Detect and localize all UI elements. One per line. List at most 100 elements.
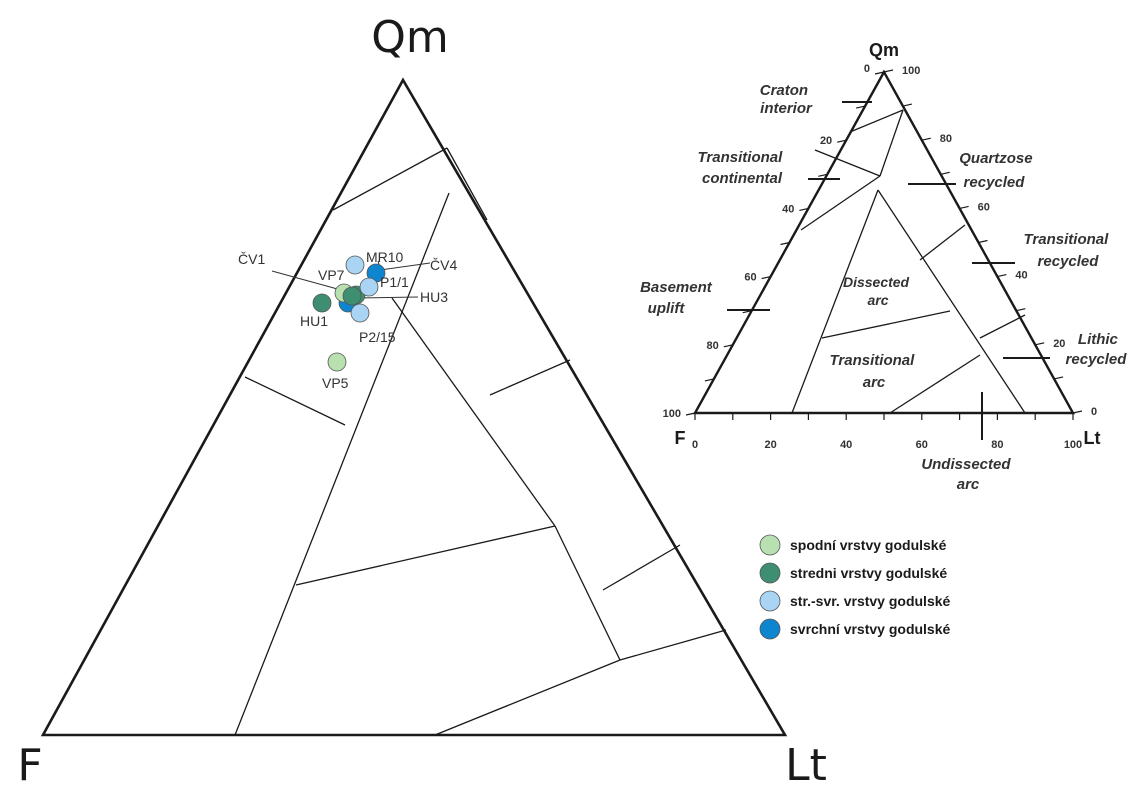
boundary-line: [619, 629, 727, 661]
tick-mark: [761, 276, 771, 280]
tick-mark: [855, 105, 866, 109]
reference-field-markers: [727, 101, 1050, 440]
reference-tick-marks: [685, 69, 1083, 420]
sample-points: ČV1 MR10 ČV4 VP7 P1/1 HU3 HU1 P2/15 VP5: [238, 249, 457, 391]
main-triangle-outline: [40, 77, 788, 737]
main-ternary-diagram: Qm F Lt ČV1 MR10 ČV4 VP7 P1/1 HU3 HU1 P2/15 VP5: [17, 12, 827, 785]
boundary-line: [889, 354, 981, 414]
boundary-line: [849, 109, 904, 133]
legend: spodní vrstvy godulské stredni vrstvy god…: [759, 534, 951, 640]
boundary-line: [554, 525, 621, 661]
boundary-line: [332, 147, 448, 211]
boundary-line: [979, 314, 1026, 339]
tick-mark: [1035, 342, 1045, 346]
boundary-line: [791, 189, 879, 414]
tick-label: 20: [764, 439, 776, 451]
tick-mark: [997, 274, 1007, 278]
field-quartzose-recycled: Quartzose recycled: [959, 150, 1037, 191]
tick-mark: [704, 378, 715, 382]
tick-mark: [883, 69, 894, 73]
tick-label: 40: [1015, 270, 1027, 282]
boundary-line: [919, 224, 966, 261]
tick-label: 60: [744, 272, 756, 284]
tick-label: 80: [991, 439, 1003, 451]
reference-field-boundaries: [791, 109, 1026, 414]
tick-label: 40: [782, 203, 794, 215]
tick-mark: [921, 137, 931, 141]
leader-line: [379, 262, 431, 271]
legend-swatch: [759, 534, 781, 556]
boundary-line: [879, 109, 904, 177]
sample-label: P1/1: [380, 274, 409, 290]
reference-field-labels: Craton interior Transitional continental…: [640, 82, 1127, 493]
legend-label: stredni vrstvy godulské: [790, 565, 947, 581]
tick-label: 0: [864, 63, 870, 75]
legend-swatch: [759, 562, 781, 584]
field-craton-interior: Craton interior: [760, 82, 813, 117]
reference-tick-labels: 0 20 40 60 80 100 100 80 60 40 20 0 0 20 40 60 80 100: [663, 63, 1097, 451]
tick-mark: [1053, 376, 1064, 380]
tick-mark: [723, 344, 733, 348]
tick-mark: [685, 412, 696, 416]
tick-mark: [1016, 308, 1026, 312]
boundary-line: [244, 376, 346, 426]
tick-label: 40: [840, 439, 852, 451]
sample-label: ČV1: [238, 251, 265, 267]
reference-apex-qm: Qm: [869, 40, 899, 60]
boundary-line: [446, 147, 488, 221]
tick-mark: [874, 71, 885, 75]
field-dissected-arc: Dissected arc: [843, 274, 913, 308]
legend-label: svrchní vrstvy godulské: [790, 621, 951, 637]
tick-mark: [799, 207, 809, 211]
legend-label: str.-svr. vrstvy godulské: [790, 593, 951, 609]
field-undissected-arc: Undissected arc: [921, 456, 1014, 493]
sample-label: HU3: [420, 289, 448, 305]
boundary-line: [434, 659, 621, 736]
field-basement-uplift: Basement uplift: [640, 279, 716, 317]
sample-label: HU1: [300, 313, 328, 329]
tick-label: 60: [916, 439, 928, 451]
sample-point: [327, 352, 347, 372]
legend-swatch: [759, 618, 781, 640]
reference-apex-f: F: [675, 428, 686, 448]
boundary-line: [234, 192, 450, 736]
sample-label: ČV4: [430, 257, 457, 273]
tick-mark: [902, 103, 913, 107]
legend-label: spodní vrstvy godulské: [790, 537, 947, 553]
tick-mark: [818, 173, 828, 177]
tick-mark: [940, 171, 950, 175]
sample-point: [312, 293, 332, 313]
sample-label: MR10: [366, 249, 404, 265]
sample-point: [345, 255, 365, 275]
leader-line: [355, 296, 419, 299]
legend-swatch: [759, 590, 781, 612]
main-apex-lt: Lt: [785, 740, 827, 785]
tick-mark: [978, 239, 988, 244]
main-apex-qm: Qm: [371, 12, 449, 63]
main-field-boundaries: [234, 147, 727, 736]
field-transitional-continental: Transitional continental: [698, 149, 787, 187]
sample-point: [359, 277, 379, 297]
tick-label: 100: [1064, 439, 1082, 451]
tick-mark: [742, 310, 752, 314]
tick-label: 80: [707, 340, 719, 352]
boundary-line: [295, 525, 556, 586]
field-lithic-recycled: Lithic recycled: [1066, 331, 1128, 368]
tick-label: 0: [1091, 406, 1097, 418]
boundary-line: [602, 544, 681, 591]
tick-mark: [837, 139, 847, 143]
tick-mark: [1072, 410, 1083, 414]
tick-mark: [780, 241, 790, 246]
tick-label: 100: [902, 65, 920, 77]
boundary-line: [391, 297, 556, 527]
tick-label: 80: [940, 133, 952, 145]
sample-point: [350, 303, 370, 323]
reference-apex-lt: Lt: [1084, 428, 1101, 448]
boundary-line: [877, 189, 1026, 414]
boundary-line: [800, 175, 881, 231]
boundary-line: [814, 149, 881, 177]
field-transitional-recycled: Transitional recycled: [1024, 231, 1113, 270]
